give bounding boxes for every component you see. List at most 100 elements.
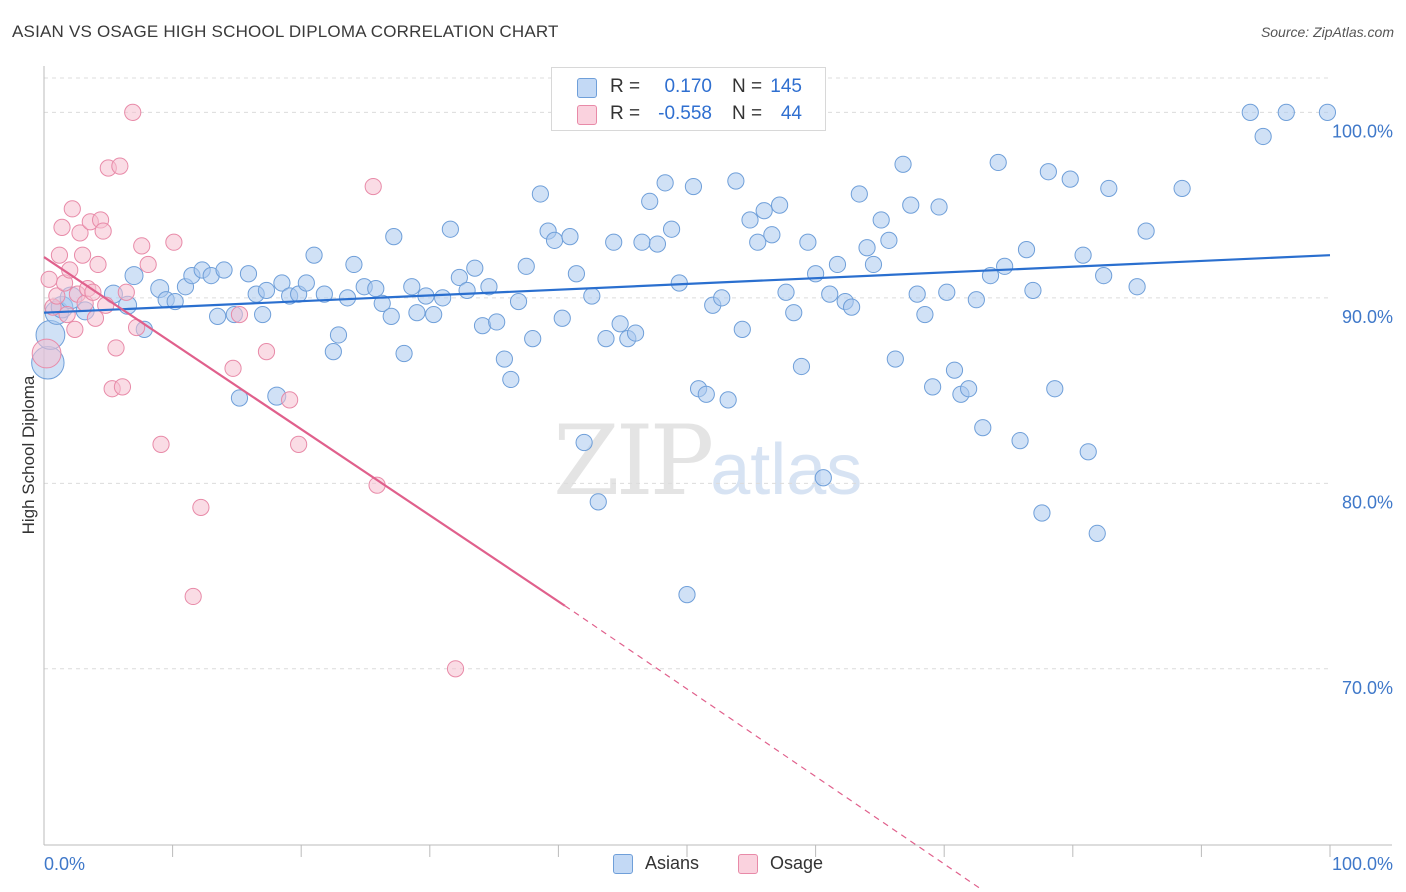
asian-point bbox=[531, 185, 549, 203]
asian-point bbox=[524, 330, 542, 348]
asian-point bbox=[230, 389, 249, 407]
asian-point bbox=[1128, 278, 1146, 296]
osage-point bbox=[257, 343, 276, 361]
asian-point bbox=[858, 239, 876, 257]
watermark-atlas: atlas bbox=[710, 430, 863, 510]
osage-point bbox=[139, 255, 157, 274]
asian-point bbox=[583, 287, 601, 305]
x-tick-label: 100.0% bbox=[1332, 854, 1393, 874]
source-credit: Source: ZipAtlas.com bbox=[1260, 24, 1394, 40]
asian-point bbox=[1017, 241, 1036, 259]
y-tick-label: 100.0% bbox=[1332, 121, 1393, 141]
osage-point bbox=[48, 287, 66, 305]
osage-point bbox=[165, 233, 183, 251]
asian-point bbox=[408, 304, 426, 322]
asian-point bbox=[880, 231, 898, 249]
stats-legend: R = 0.170 N = 145 R = -0.558 N = 44 bbox=[551, 67, 826, 131]
asian-point bbox=[908, 285, 926, 303]
asian-point bbox=[545, 231, 564, 249]
asian-point bbox=[713, 289, 731, 307]
asian-point bbox=[989, 153, 1007, 172]
osage-point bbox=[58, 305, 76, 324]
asian-point bbox=[799, 233, 817, 251]
asian-point bbox=[678, 586, 696, 604]
asian-point bbox=[1173, 179, 1191, 198]
asian-point bbox=[1074, 246, 1092, 264]
asian-point bbox=[1079, 443, 1097, 461]
asian-point bbox=[741, 211, 759, 229]
asian-point bbox=[843, 298, 861, 316]
asian-point bbox=[656, 174, 674, 192]
asian-point bbox=[480, 278, 498, 296]
asian-point bbox=[458, 281, 476, 300]
asian-point bbox=[395, 344, 413, 363]
asian-point bbox=[466, 259, 484, 277]
asian-point bbox=[1254, 127, 1272, 146]
asian-point bbox=[434, 289, 452, 307]
chart-title: ASIAN VS OSAGE HIGH SCHOOL DIPLOMA CORRE… bbox=[12, 22, 559, 41]
osage-point bbox=[89, 255, 107, 274]
r-label: R = bbox=[610, 103, 641, 124]
n-value: 44 bbox=[780, 103, 802, 124]
stats-row-asians: R = 0.170 N = 145 bbox=[552, 74, 825, 102]
asian-point bbox=[254, 305, 272, 324]
asian-point bbox=[938, 283, 956, 301]
osage-point bbox=[71, 224, 89, 242]
osage-swatch bbox=[577, 105, 597, 125]
asian-point bbox=[828, 255, 847, 274]
asian-point bbox=[727, 172, 745, 190]
asian-point bbox=[1137, 222, 1155, 240]
asian-point bbox=[315, 285, 333, 303]
asian-point bbox=[1318, 103, 1337, 121]
asian-point bbox=[567, 265, 586, 283]
asian-point bbox=[894, 155, 912, 173]
y-tick-label: 90.0% bbox=[1342, 307, 1393, 327]
asian-point bbox=[1061, 170, 1079, 188]
asian-point bbox=[473, 317, 492, 335]
n-label: N = bbox=[732, 103, 763, 124]
osage-point bbox=[66, 320, 84, 338]
asian-point bbox=[367, 279, 385, 298]
r-label: R = bbox=[610, 76, 641, 97]
asian-point bbox=[1046, 380, 1064, 398]
asian-point bbox=[561, 228, 579, 246]
osage-point bbox=[230, 305, 249, 324]
asian-point bbox=[1241, 103, 1259, 121]
asian-point bbox=[749, 233, 767, 251]
legend-label: Osage bbox=[770, 853, 824, 873]
asian-point bbox=[641, 192, 659, 210]
asian-point bbox=[425, 305, 443, 324]
osage-point bbox=[224, 359, 242, 377]
asian-point bbox=[611, 315, 629, 333]
asian-point bbox=[273, 274, 291, 292]
osage-point bbox=[364, 177, 382, 196]
asian-point bbox=[1033, 504, 1051, 522]
asian-point bbox=[1011, 432, 1029, 450]
asian-point bbox=[792, 357, 811, 376]
asian-point bbox=[1277, 103, 1295, 121]
asian-point bbox=[373, 294, 391, 313]
asian-point bbox=[864, 255, 883, 274]
asian-point bbox=[441, 220, 459, 238]
asian-point bbox=[916, 305, 934, 324]
asian-point bbox=[502, 370, 520, 389]
asian-point bbox=[872, 211, 890, 229]
asian-point bbox=[755, 202, 773, 220]
n-value: 145 bbox=[770, 76, 802, 97]
asian-point bbox=[850, 185, 868, 203]
osage-trendline bbox=[43, 256, 566, 607]
asian-point bbox=[597, 330, 615, 348]
asian-point bbox=[770, 196, 789, 214]
asian-point bbox=[648, 235, 667, 253]
asian-point bbox=[297, 274, 315, 292]
asian-point bbox=[974, 419, 992, 437]
asian-point bbox=[257, 281, 276, 300]
asian-point bbox=[886, 350, 904, 368]
asian-point bbox=[1100, 179, 1118, 198]
asian-point bbox=[902, 196, 920, 214]
y-tick-label: 80.0% bbox=[1342, 492, 1393, 512]
osage-point bbox=[53, 218, 71, 236]
osage-point bbox=[124, 103, 142, 121]
osage-point bbox=[86, 309, 105, 327]
